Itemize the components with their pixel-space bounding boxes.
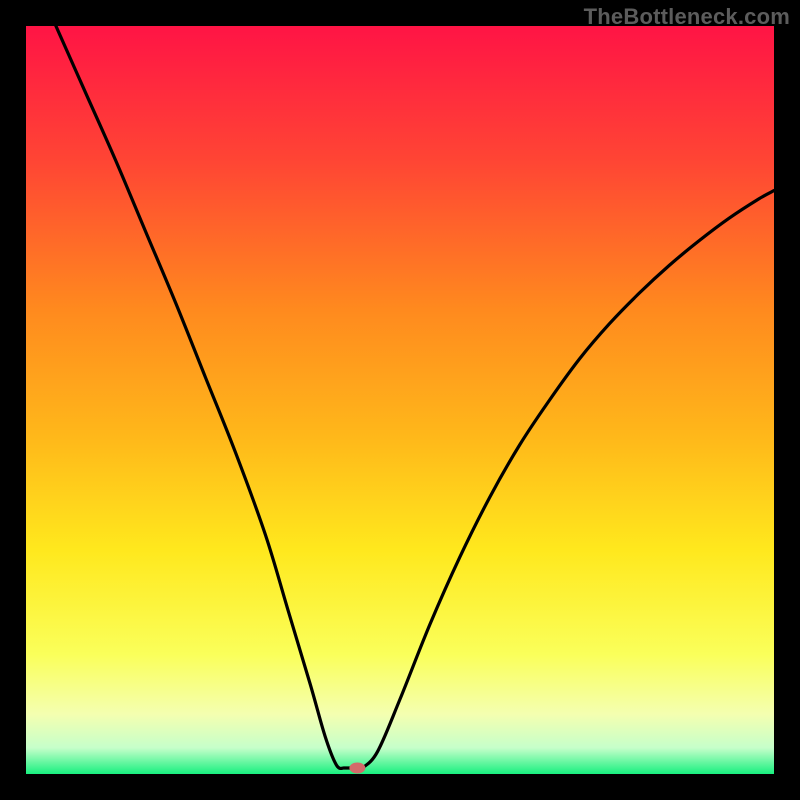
- plot-area-gradient: [26, 26, 774, 774]
- bottleneck-chart-container: TheBottleneck.com: [0, 0, 800, 800]
- watermark-text: TheBottleneck.com: [584, 4, 790, 30]
- optimal-point-marker: [349, 763, 365, 774]
- bottleneck-chart: [0, 0, 800, 800]
